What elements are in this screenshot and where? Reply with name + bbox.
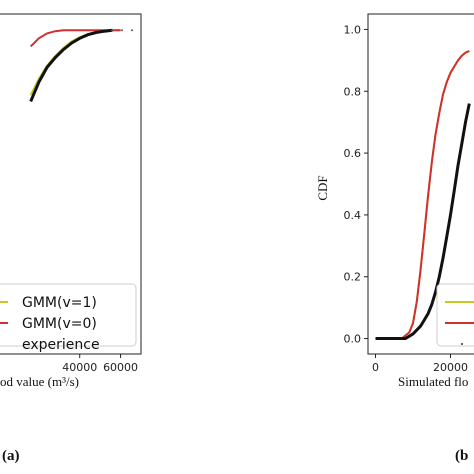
panel-b-ytick-label: 0.2 bbox=[344, 271, 362, 284]
panel-b-ytick-label: 0.6 bbox=[344, 147, 362, 160]
panel-b-series-line bbox=[375, 50, 470, 340]
panel-b-series-line bbox=[375, 103, 471, 340]
panel-a-axes-frame bbox=[0, 13, 142, 355]
panel-a-label: (a) bbox=[2, 448, 20, 464]
panel-b-xtick-label: 20000 bbox=[433, 361, 468, 374]
panel-b-xtick-label: 0 bbox=[372, 361, 379, 374]
panel-a-tail-point bbox=[121, 29, 123, 32]
panel-b-ylabel: CDF bbox=[315, 175, 330, 200]
panel-b-legend bbox=[436, 283, 474, 347]
panel-a-xtick-label: 40000 bbox=[62, 361, 97, 374]
panel-b-axes-frame bbox=[367, 13, 474, 355]
panel-b-ytick-label: 0.0 bbox=[344, 333, 362, 346]
panel-a-legend-entry: experience bbox=[22, 337, 100, 353]
panel-a-series-line bbox=[29, 28, 113, 102]
panel-b-legend-marker bbox=[461, 343, 463, 345]
panel-a-xlabel: od value (m³/s) bbox=[0, 374, 79, 389]
panel-b-legend-box bbox=[436, 283, 474, 347]
panel-b-label: (b bbox=[455, 448, 468, 464]
panel-b-ytick-label: 0.8 bbox=[344, 85, 362, 98]
panel-a: 40000 60000 GMM(v=1) GMM(v=0) experience od… bbox=[0, 13, 142, 464]
panel-a-legend-box bbox=[0, 283, 137, 347]
panel-b-xlabel: Simulated flo bbox=[398, 374, 468, 389]
panel-a-xtick-label: 60000 bbox=[103, 361, 138, 374]
panel-b-ytick-label: 0.4 bbox=[344, 209, 362, 222]
panel-a-tail-point bbox=[111, 29, 113, 32]
panel-b: 0.0 0.2 0.4 0.6 0.8 1.0 0 20000 CDF Simulated … bbox=[315, 13, 474, 464]
panel-a-tail-point bbox=[131, 29, 133, 32]
panel-a-legend-entry: GMM(v=1) bbox=[22, 295, 97, 311]
panel-a-legend: GMM(v=1) GMM(v=0) experience bbox=[0, 283, 137, 353]
panel-a-legend-entry: GMM(v=0) bbox=[22, 316, 97, 332]
panel-b-ytick-label: 1.0 bbox=[344, 23, 362, 36]
